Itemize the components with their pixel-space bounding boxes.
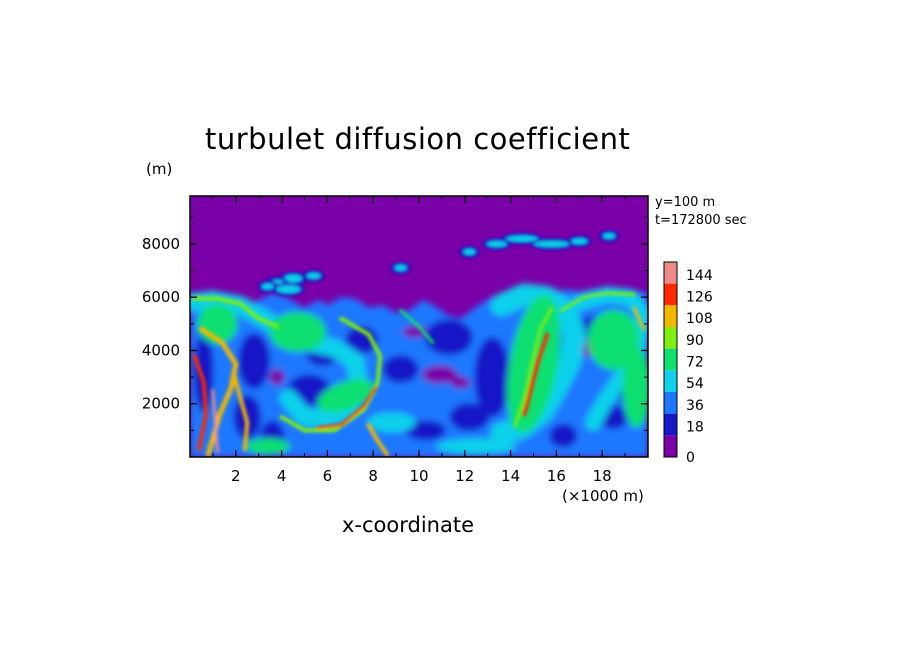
- field-filament: [366, 423, 389, 457]
- field-patch: [622, 347, 648, 428]
- colorbar-tick-label: 18: [686, 420, 704, 436]
- field-patch: [587, 309, 640, 370]
- y-tick-label: 8000: [142, 235, 180, 253]
- field-filament: [198, 326, 239, 457]
- field-patch: [533, 240, 570, 247]
- axes: 2 4 6 8 10 12 14 16 18 2000 4000 6000 8000: [142, 196, 648, 485]
- field-patch: [424, 319, 473, 356]
- colorbar-segment: [664, 327, 677, 349]
- colorbar-segment: [664, 283, 677, 306]
- field-patch: [486, 240, 507, 247]
- field-filament: [192, 296, 280, 329]
- field-patch: [367, 412, 416, 433]
- field-patch: [449, 403, 490, 432]
- chart-title: turbulet diffusion coefficient: [205, 122, 631, 156]
- field-patch: [261, 283, 274, 290]
- y-tick-label: 6000: [142, 288, 180, 306]
- field-patch: [345, 325, 378, 354]
- heatmap-field: [190, 196, 648, 457]
- field-filament: [316, 386, 377, 430]
- field-filament: [559, 291, 636, 313]
- colorbar-tick-label: 126: [686, 290, 713, 306]
- field-patch: [276, 285, 301, 294]
- field-patch: [506, 294, 561, 433]
- field-patch: [306, 272, 321, 279]
- colorbar-segment: [664, 435, 677, 457]
- colorbar-tick-label: 72: [686, 355, 704, 371]
- colorbar-segment: [664, 370, 677, 392]
- x-axis-label: x-coordinate: [342, 513, 475, 537]
- x-tick-label: 8: [368, 467, 378, 485]
- x-tick-label: 12: [455, 467, 474, 485]
- colorbar-tick-label: 144: [686, 268, 713, 284]
- colorbar-segment: [664, 262, 677, 284]
- x-tick-label: 10: [409, 467, 428, 485]
- colorbar-tick-label: 54: [686, 376, 704, 392]
- y-axis-unit: (m): [146, 160, 173, 178]
- x-tick-label: 14: [501, 467, 520, 485]
- colorbar-tick-label: 36: [686, 398, 704, 414]
- field-filament: [522, 332, 550, 417]
- colorbar-tick-label: 0: [686, 450, 695, 466]
- colorbar-segment: [664, 413, 677, 436]
- field-patch: [284, 274, 303, 283]
- colorbar-tick-label: 90: [686, 333, 704, 349]
- field-patch: [450, 376, 471, 389]
- field-filament: [399, 309, 435, 344]
- field-patch: [193, 331, 214, 412]
- field-patch: [394, 264, 407, 271]
- field-patch: [245, 438, 290, 455]
- field-patch: [506, 235, 539, 242]
- colorbar-frame: [663, 261, 678, 458]
- field-filament: [571, 286, 648, 431]
- field-filament: [513, 306, 554, 427]
- x-tick-label: 16: [547, 467, 566, 485]
- y-tick-label: 4000: [142, 341, 180, 359]
- x-tick-label: 6: [323, 467, 333, 485]
- field-patch: [603, 232, 616, 239]
- field-filament: [211, 388, 219, 454]
- field-patch: [405, 420, 446, 441]
- field-filament: [632, 306, 645, 331]
- field-filament: [192, 353, 209, 452]
- field-filament: [231, 369, 250, 452]
- field-patch: [238, 333, 271, 390]
- field-patch: [463, 248, 476, 255]
- field-patch: [269, 311, 326, 352]
- field-patch: [474, 337, 511, 418]
- x-tick-label: 2: [231, 467, 241, 485]
- field-patch: [269, 369, 286, 386]
- colorbar-tick-label: 108: [686, 311, 713, 327]
- colorbar-segment: [664, 348, 677, 371]
- x-axis-unit: (×1000 m): [562, 487, 644, 505]
- colorbar: 0 18 36 54 72 90 108 126 144: [663, 261, 713, 466]
- field-patch: [382, 355, 419, 384]
- field-patch: [549, 423, 578, 448]
- colorbar-segment: [664, 392, 677, 414]
- annotation-y-position: y=100 m: [655, 195, 716, 210]
- x-tick-label: 18: [593, 467, 612, 485]
- x-tick-label: 4: [277, 467, 287, 485]
- y-tick-label: 2000: [142, 395, 180, 413]
- field-patch: [317, 379, 375, 413]
- field-patch: [571, 238, 588, 245]
- field-patch: [421, 365, 458, 384]
- field-patch: [436, 438, 517, 455]
- annotation-time: t=172800 sec: [655, 213, 747, 228]
- colorbar-segment: [664, 305, 677, 327]
